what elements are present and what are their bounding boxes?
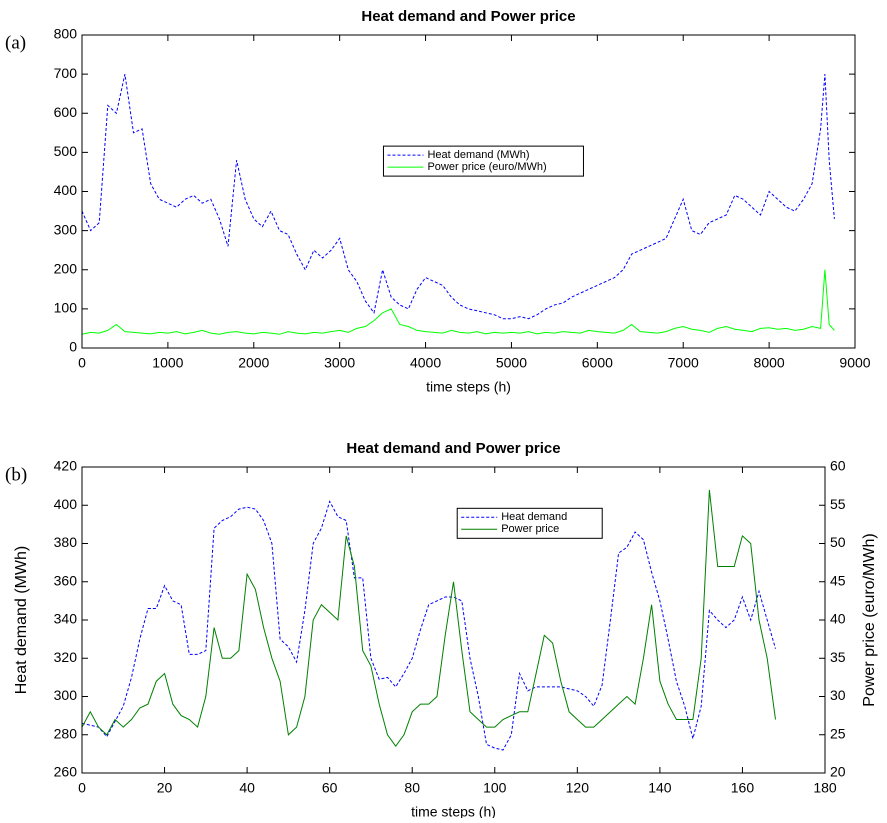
x-tick-label: 9000 [839,355,870,371]
y-tick-label: 420 [54,458,78,474]
x-tick-label: 7000 [668,355,699,371]
y-tick-label: 260 [54,764,78,780]
y-tick-label: 800 [54,26,78,42]
x-tick-label: 160 [731,780,755,796]
x-tick-label: 60 [322,780,338,796]
y-tick-label: 200 [54,260,78,276]
y2-tick-label: 40 [830,611,846,627]
y-tick-label: 380 [54,534,78,550]
x-axis-label: time steps (h) [411,804,496,818]
y-tick-label: 500 [54,143,78,159]
x-tick-label: 1000 [152,355,183,371]
y-tick-label: 700 [54,65,78,81]
data-line [81,73,835,320]
plot-frame [81,34,856,349]
chart-title: Heat demand and Power price [361,8,575,25]
x-tick-label: 8000 [754,355,785,371]
y-tick-label: 340 [54,611,78,627]
x-tick-label: 140 [648,780,672,796]
y2-tick-label: 60 [830,458,846,474]
legend: Heat demand (MWh)Power price (euro/MWh) [382,145,584,177]
data-line [81,489,776,748]
y-tick-label: 100 [54,300,78,316]
x-tick-label: 40 [239,780,255,796]
y-tick-label: 400 [54,182,78,198]
x-tick-label: 120 [566,780,590,796]
x-tick-label: 180 [813,780,837,796]
y-tick-label: 600 [54,104,78,120]
y2-tick-label: 25 [830,725,846,741]
y2-tick-label: 55 [830,496,846,512]
plot-frame [81,466,826,774]
y-tick-label: 360 [54,572,78,588]
y2-tick-label: 45 [830,572,846,588]
x-tick-label: 100 [483,780,507,796]
x-tick-label: 0 [78,780,86,796]
data-line [81,500,776,751]
x-tick-label: 20 [157,780,173,796]
y-tick-label: 0 [69,339,77,355]
legend-label: Heat demand (MWh) [427,149,529,161]
y-axis-label: Heat demand (MWh) [13,546,30,695]
x-tick-label: 0 [78,355,86,371]
y-tick-label: 300 [54,221,78,237]
x-tick-label: 80 [404,780,420,796]
y-tick-label: 300 [54,687,78,703]
x-tick-label: 3000 [324,355,355,371]
x-tick-label: 5000 [496,355,527,371]
x-axis-label: time steps (h) [426,379,511,395]
x-tick-label: 4000 [410,355,441,371]
legend-label: Power price [501,523,559,535]
y-tick-label: 280 [54,725,78,741]
y2-tick-label: 35 [830,649,846,665]
x-tick-label: 2000 [238,355,269,371]
panel-label: (a) [5,32,26,53]
data-line [81,269,835,335]
y-tick-label: 400 [54,496,78,512]
legend-box [382,145,584,177]
x-tick-label: 6000 [582,355,613,371]
y2-tick-label: 20 [830,764,846,780]
panel-label: (b) [5,464,27,485]
y-tick-label: 320 [54,649,78,665]
legend-box [456,507,603,539]
legend-label: Heat demand [501,511,567,523]
legend-label: Power price (euro/MWh) [427,161,546,173]
y2-tick-label: 50 [830,534,846,550]
y2-tick-label: 30 [830,687,846,703]
chart-title: Heat demand and Power price [346,440,560,457]
y2-axis-label: Power price (euro/MWh) [861,533,878,706]
